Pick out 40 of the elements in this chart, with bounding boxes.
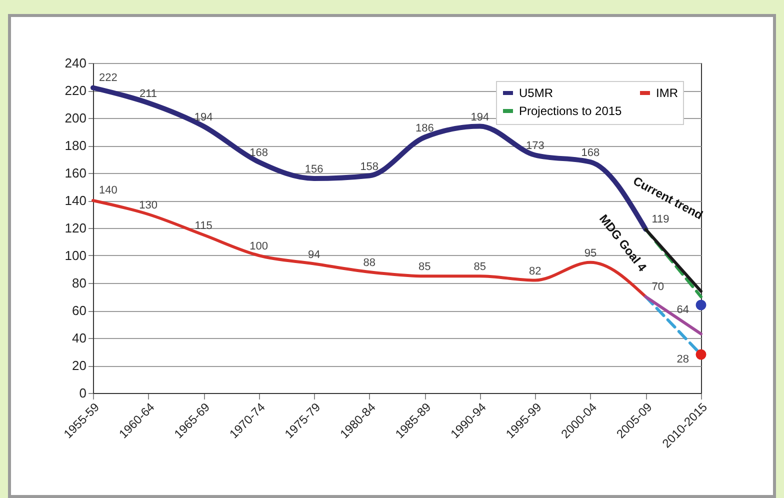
legend-label: U5MR [519, 86, 554, 100]
y-tick-label: 20 [72, 358, 86, 373]
y-tick-label: 100 [64, 248, 86, 263]
y-tick-label: 80 [72, 276, 86, 290]
data-label: 85 [418, 261, 431, 274]
data-label: 88 [363, 257, 376, 269]
data-label: 130 [139, 199, 158, 212]
y-tick-label: 200 [64, 110, 86, 126]
y-tick-label: 160 [64, 166, 86, 180]
data-label: 100 [250, 240, 268, 252]
data-label: 85 [474, 261, 486, 274]
legend-label: IMR [656, 86, 678, 100]
data-label: 186 [415, 122, 434, 134]
y-tick-label: 240 [64, 56, 86, 70]
data-label: 28 [676, 354, 689, 366]
y-tick-label: 40 [72, 330, 86, 346]
data-label: 222 [99, 72, 118, 84]
data-label: 158 [360, 160, 379, 173]
data-label: 82 [529, 265, 542, 278]
data-label: 95 [584, 247, 597, 260]
y-tick-label: 120 [64, 220, 86, 236]
y-tick-label: 180 [64, 138, 86, 153]
data-label: 115 [194, 220, 212, 232]
data-label: 173 [526, 140, 544, 152]
y-tick-label: 0 [79, 386, 86, 400]
data-label: 140 [99, 184, 118, 196]
data-label: 156 [304, 164, 324, 176]
data-label: 70 [652, 280, 664, 293]
y-tick-label: 60 [72, 303, 86, 318]
data-label: 94 [308, 248, 320, 261]
data-label: 168 [250, 147, 268, 159]
data-label: 64 [676, 304, 689, 316]
legend-label: Projections to 2015 [519, 104, 622, 118]
data-label: 119 [652, 213, 670, 226]
data-label: 211 [140, 88, 158, 100]
y-tick-label: 220 [64, 83, 86, 98]
y-tick-label: 140 [64, 193, 86, 208]
data-label: 194 [470, 111, 490, 124]
data-label: 194 [194, 111, 213, 124]
data-label: 168 [581, 147, 600, 159]
